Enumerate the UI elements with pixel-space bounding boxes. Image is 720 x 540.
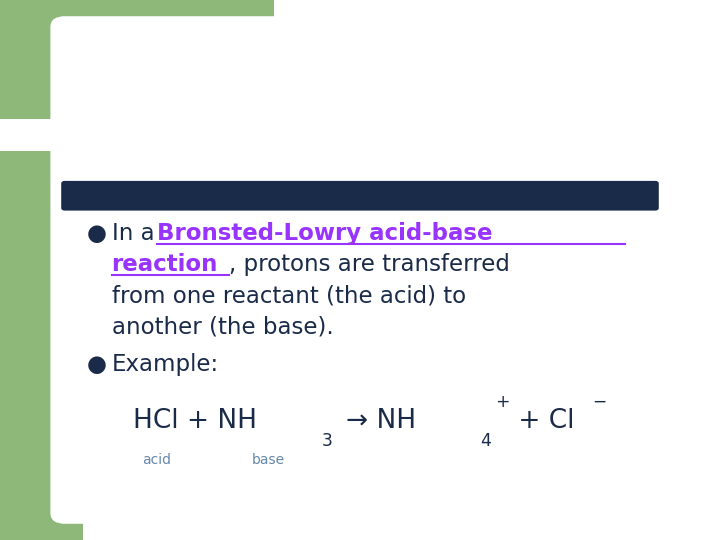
- Text: HCl + NH: HCl + NH: [133, 408, 257, 434]
- Text: +: +: [495, 393, 510, 411]
- FancyBboxPatch shape: [61, 181, 659, 211]
- Text: Example:: Example:: [112, 353, 219, 376]
- FancyBboxPatch shape: [50, 16, 720, 524]
- Text: another (the base).: another (the base).: [112, 316, 333, 339]
- Text: In a: In a: [112, 222, 161, 245]
- Text: → NH: → NH: [346, 408, 415, 434]
- Text: 4: 4: [480, 431, 491, 450]
- Text: acid: acid: [142, 453, 171, 467]
- Text: , protons are transferred: , protons are transferred: [229, 253, 510, 276]
- Text: −: −: [593, 393, 607, 411]
- Text: ●: ●: [87, 222, 107, 245]
- Text: base: base: [252, 453, 285, 467]
- FancyBboxPatch shape: [0, 0, 274, 119]
- Text: + Cl: + Cl: [510, 408, 575, 434]
- Text: from one reactant (the acid) to: from one reactant (the acid) to: [112, 285, 466, 307]
- Text: Bronsted-Lowry acid-base: Bronsted-Lowry acid-base: [157, 222, 492, 245]
- FancyBboxPatch shape: [0, 151, 83, 540]
- Text: reaction: reaction: [112, 253, 218, 276]
- Text: ●: ●: [87, 353, 107, 376]
- Text: 3: 3: [322, 431, 333, 450]
